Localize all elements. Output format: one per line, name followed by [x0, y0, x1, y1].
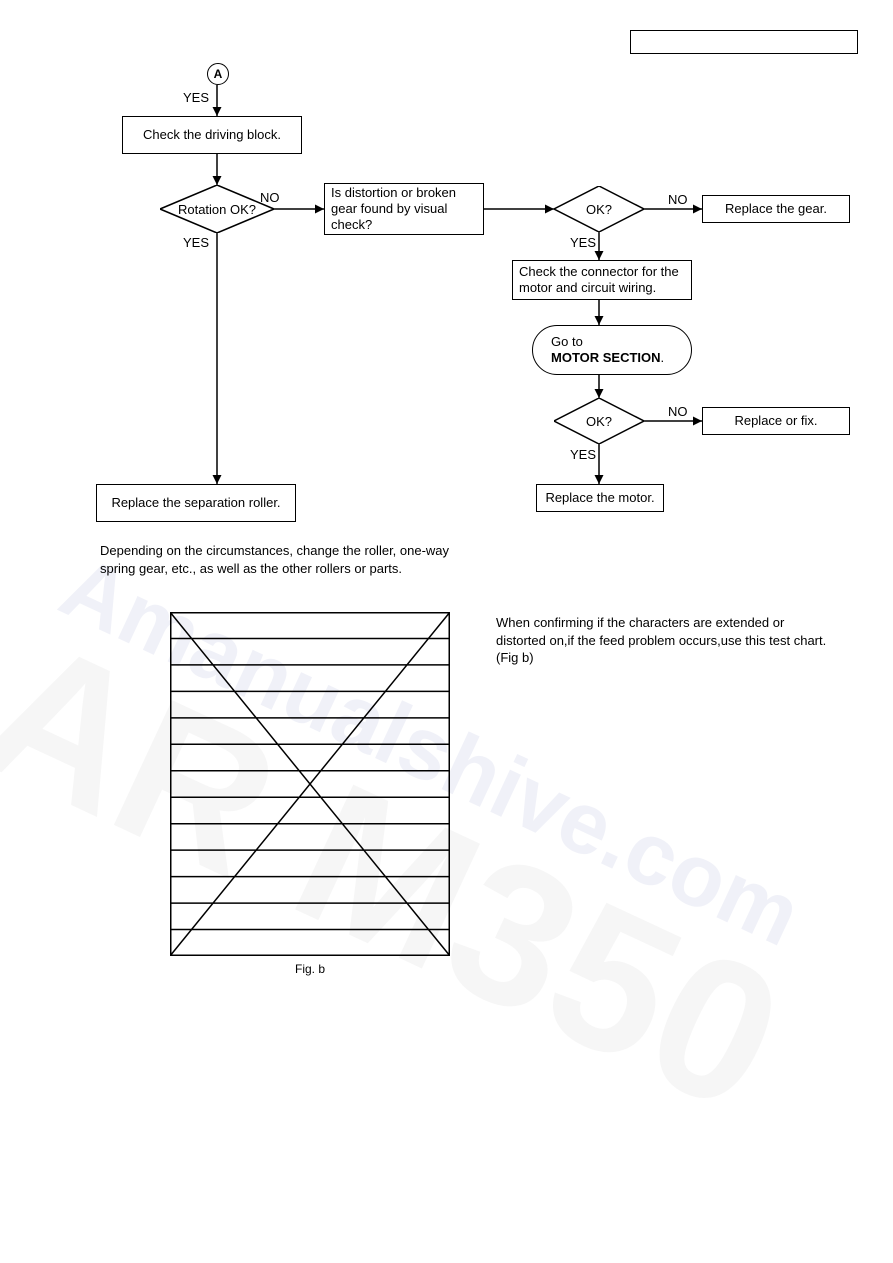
label-ok2-no: NO	[668, 404, 688, 419]
node-distortion-question: Is distortion or broken gear found by vi…	[324, 183, 484, 235]
label-ok1-yes: YES	[570, 235, 596, 250]
page: AR M350 Amanualshive.com A Check the dri…	[0, 0, 893, 1263]
node-goto-motor: Go toMOTOR SECTION.	[532, 325, 692, 375]
label-rotation-yes: YES	[183, 235, 209, 250]
connector-a: A	[207, 63, 229, 85]
node-check-connector: Check the connector for the motor and ci…	[512, 260, 692, 300]
node-check-driving: Check the driving block.	[122, 116, 302, 154]
node-goto-motor-text: Go toMOTOR SECTION.	[551, 334, 664, 367]
test-chart	[170, 612, 450, 956]
paragraph-confirming: When confirming if the characters are ex…	[496, 614, 836, 667]
header-box	[630, 30, 858, 54]
label-ok2-yes: YES	[570, 447, 596, 462]
node-ok1: OK?	[554, 186, 644, 232]
test-chart-caption: Fig. b	[170, 962, 450, 976]
label-rotation-no: NO	[260, 190, 280, 205]
label-yes-a: YES	[183, 90, 209, 105]
node-rotation-ok: Rotation OK?	[160, 185, 274, 233]
node-replace-gear: Replace the gear.	[702, 195, 850, 223]
label-ok1-no: NO	[668, 192, 688, 207]
node-replace-separation: Replace the separation roller.	[96, 484, 296, 522]
paragraph-depending: Depending on the circumstances, change t…	[100, 542, 480, 577]
node-replace-fix: Replace or fix.	[702, 407, 850, 435]
node-ok2: OK?	[554, 398, 644, 444]
node-replace-motor: Replace the motor.	[536, 484, 664, 512]
